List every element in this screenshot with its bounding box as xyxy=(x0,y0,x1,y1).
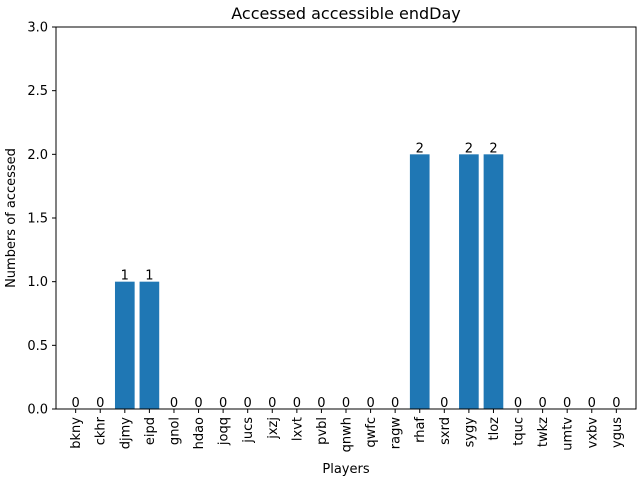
x-tick-label-qwfc: qwfc xyxy=(364,417,379,448)
x-tick-label-tloz: tloz xyxy=(487,417,502,441)
x-tick-label-ragw: ragw xyxy=(389,417,404,450)
data-label-jucs: 0 xyxy=(244,396,252,411)
data-label-tloz: 2 xyxy=(489,141,497,156)
data-label-tquc: 0 xyxy=(514,396,522,411)
x-tick-label-djmy: djmy xyxy=(118,417,133,450)
x-tick-label-pvbl: pvbl xyxy=(315,417,330,445)
data-label-ragw: 0 xyxy=(391,396,399,411)
x-tick-label-qnwh: qnwh xyxy=(340,417,355,452)
x-tick-label-lxvt: lxvt xyxy=(290,417,305,441)
x-tick-label-jucs: jucs xyxy=(241,417,256,444)
x-tick-label-jxzj: jxzj xyxy=(266,417,281,440)
x-tick-label-sygy: sygy xyxy=(462,417,477,448)
x-tick-label-tquc: tquc xyxy=(512,417,527,446)
x-tick-label-rhaf: rhaf xyxy=(413,417,428,443)
data-label-bkny: 0 xyxy=(72,396,80,411)
y-tick-label: 2.0 xyxy=(27,148,48,163)
bar-sygy xyxy=(459,154,479,409)
y-tick-label: 2.5 xyxy=(27,84,48,99)
x-tick-label-vxbv: vxbv xyxy=(585,417,600,449)
x-tick-label-gnol: gnol xyxy=(167,417,182,445)
data-label-twkz: 0 xyxy=(538,396,546,411)
data-label-qwfc: 0 xyxy=(366,396,374,411)
data-label-jxzj: 0 xyxy=(268,396,276,411)
data-label-gnol: 0 xyxy=(170,396,178,411)
x-tick-label-twkz: twkz xyxy=(536,417,551,447)
bars-layer xyxy=(114,154,504,409)
y-axis-title: Numbers of accessed xyxy=(4,148,19,288)
data-label-djmy: 1 xyxy=(121,269,129,284)
y-tick-label: 0.0 xyxy=(27,403,48,418)
data-label-rhaf: 2 xyxy=(416,141,424,156)
x-axis-title: Players xyxy=(322,462,369,477)
data-label-pvbl: 0 xyxy=(317,396,325,411)
data-label-ckhr: 0 xyxy=(96,396,104,411)
bar-tloz xyxy=(483,154,504,409)
y-axis: 0.0 0.5 1.0 1.5 2.0 2.5 3.0 xyxy=(27,21,56,418)
data-label-sxrd: 0 xyxy=(440,396,448,411)
data-label-eipd: 1 xyxy=(145,269,153,284)
x-tick-label-hdao: hdao xyxy=(192,417,207,449)
x-tick-label-sxrd: sxrd xyxy=(438,417,453,445)
x-tick-label-eipd: eipd xyxy=(143,417,158,445)
bar-rhaf xyxy=(409,154,430,409)
x-axis: bkny ckhr djmy eipd gnol hdao joqq jucs jxzj lxvt… xyxy=(69,409,625,452)
x-tick-label-ygus: ygus xyxy=(610,417,625,448)
data-label-vxbv: 0 xyxy=(588,396,596,411)
y-tick-label: 3.0 xyxy=(27,21,48,36)
data-label-hdao: 0 xyxy=(194,396,202,411)
x-tick-label-bkny: bkny xyxy=(69,417,84,449)
bar-djmy xyxy=(114,281,135,409)
data-label-lxvt: 0 xyxy=(293,396,301,411)
data-label-joqq: 0 xyxy=(219,396,227,411)
data-label-umtv: 0 xyxy=(563,396,571,411)
x-tick-label-umtv: umtv xyxy=(561,417,576,451)
y-tick-label: 0.5 xyxy=(27,339,48,354)
bar-eipd xyxy=(139,281,160,409)
y-tick-label: 1.0 xyxy=(27,275,48,290)
data-labels-layer: 0 0 1 1 0 0 0 0 0 0 0 0 0 0 2 0 2 2 0 0 0 0 0 xyxy=(72,141,621,411)
data-label-ygus: 0 xyxy=(612,396,620,411)
x-tick-label-ckhr: ckhr xyxy=(94,416,109,445)
data-label-qnwh: 0 xyxy=(342,396,350,411)
y-tick-label: 1.5 xyxy=(27,212,48,227)
data-label-sygy: 2 xyxy=(465,141,473,156)
x-tick-label-joqq: joqq xyxy=(217,417,232,446)
chart-title: Accessed accessible endDay xyxy=(231,4,460,23)
